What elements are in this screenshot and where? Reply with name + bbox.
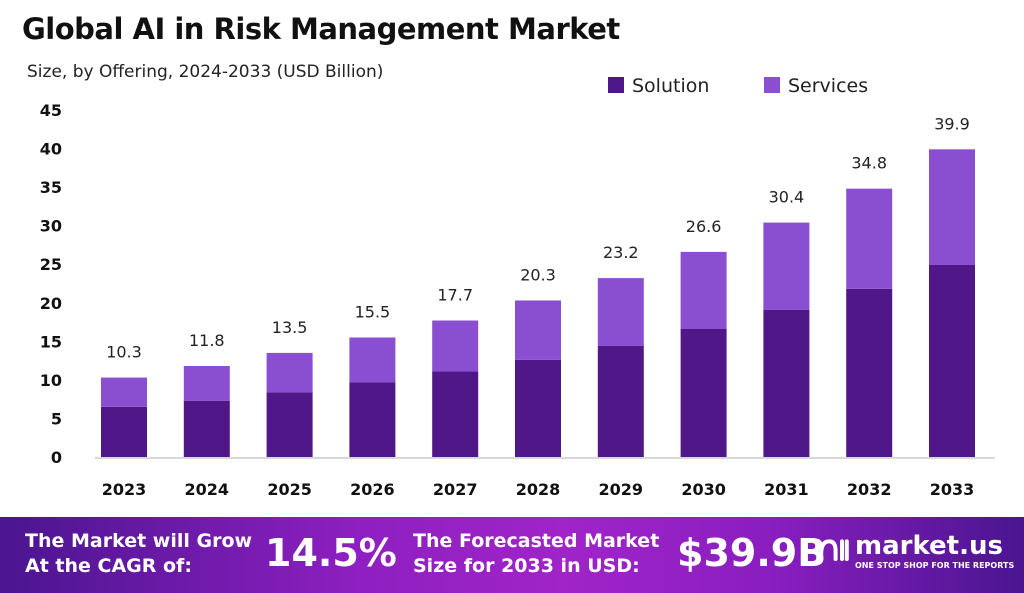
bar-solution-2032 — [846, 288, 893, 457]
bar-solution-2030 — [680, 328, 727, 457]
total-label-2023: 10.3 — [106, 343, 142, 362]
y-tick-label: 10 — [40, 371, 62, 390]
cagr-label-line1: The Market will Grow — [25, 530, 253, 552]
bar-services-2032 — [846, 188, 893, 289]
total-label-2029: 23.2 — [603, 243, 639, 262]
total-label-2033: 39.9 — [934, 114, 970, 133]
chart-subtitle: Size, by Offering, 2024-2033 (USD Billio… — [27, 62, 384, 82]
forecast-value: $39.9B — [677, 531, 827, 575]
legend-swatch-services — [764, 77, 780, 93]
bar-services-2026 — [349, 337, 396, 383]
x-tick-label: 2027 — [433, 480, 478, 499]
x-tick-label: 2032 — [847, 480, 892, 499]
logo-text: market.us — [855, 531, 1003, 561]
y-tick-label: 45 — [40, 101, 62, 120]
forecast-label-line1: The Forecasted Market — [413, 530, 660, 552]
bar-services-2030 — [680, 251, 727, 329]
y-tick-label: 25 — [40, 255, 62, 274]
bar-services-2027 — [432, 320, 479, 372]
total-label-2025: 13.5 — [272, 318, 308, 337]
y-tick-label: 30 — [40, 217, 62, 236]
total-label-2027: 17.7 — [437, 286, 473, 305]
legend-swatch-solution — [608, 77, 624, 93]
logo-tagline: ONE STOP SHOP FOR THE REPORTS — [855, 561, 1015, 570]
x-tick-label: 2026 — [350, 480, 395, 499]
total-label-2031: 30.4 — [769, 188, 805, 207]
x-tick-label: 2024 — [185, 480, 230, 499]
bar-services-2028 — [515, 300, 561, 360]
y-tick-label: 35 — [40, 178, 62, 197]
chart-title: Global AI in Risk Management Market — [22, 12, 620, 46]
cagr-label: The Market will Grow At the CAGR of: — [25, 529, 252, 579]
bar-services-2031 — [763, 222, 810, 310]
y-tick-label: 20 — [40, 294, 62, 313]
cagr-value: 14.5% — [265, 531, 397, 575]
y-tick-label: 15 — [40, 332, 62, 351]
bar-chart: 05101520253035404510.3202311.8202413.520… — [40, 75, 995, 499]
bar-solution-2024 — [183, 400, 230, 457]
cagr-label-line2: At the CAGR of: — [25, 555, 192, 577]
forecast-label-line2: Size for 2033 in USD: — [413, 555, 640, 577]
x-tick-label: 2028 — [516, 480, 561, 499]
bar-solution-2031 — [763, 309, 810, 457]
bar-solution-2025 — [266, 392, 313, 457]
summary-banner: The Market will Grow At the CAGR of: 14.… — [0, 517, 1024, 593]
bar-services-2033 — [929, 149, 975, 265]
x-tick-label: 2025 — [267, 480, 312, 499]
legend-label-services: Services — [788, 75, 868, 97]
total-label-2024: 11.8 — [189, 331, 225, 350]
bar-services-2025 — [266, 352, 313, 393]
bar-solution-2028 — [515, 359, 561, 457]
x-tick-label: 2030 — [681, 480, 726, 499]
x-tick-label: 2033 — [930, 480, 975, 499]
total-label-2032: 34.8 — [851, 154, 887, 173]
y-tick-label: 40 — [40, 140, 62, 159]
legend-label-solution: Solution — [632, 75, 709, 97]
logo-icon — [819, 538, 849, 561]
y-tick-label: 5 — [51, 409, 62, 428]
forecast-label: The Forecasted Market Size for 2033 in U… — [413, 529, 659, 579]
x-tick-label: 2023 — [102, 480, 147, 499]
bar-solution-2023 — [101, 406, 147, 457]
total-label-2026: 15.5 — [355, 302, 391, 321]
bar-services-2024 — [183, 366, 230, 401]
x-tick-label: 2031 — [764, 480, 809, 499]
total-label-2028: 20.3 — [520, 265, 556, 284]
bar-solution-2026 — [349, 382, 396, 457]
total-label-2030: 26.6 — [686, 217, 722, 236]
x-tick-label: 2029 — [599, 480, 644, 499]
market-us-logo: market.us ONE STOP SHOP FOR THE REPORTS — [818, 531, 1014, 570]
bar-solution-2029 — [597, 345, 644, 457]
y-tick-label: 0 — [51, 448, 62, 467]
bar-solution-2033 — [929, 264, 975, 457]
bar-services-2023 — [101, 377, 147, 407]
bar-solution-2027 — [432, 371, 479, 457]
bar-services-2029 — [597, 278, 644, 346]
